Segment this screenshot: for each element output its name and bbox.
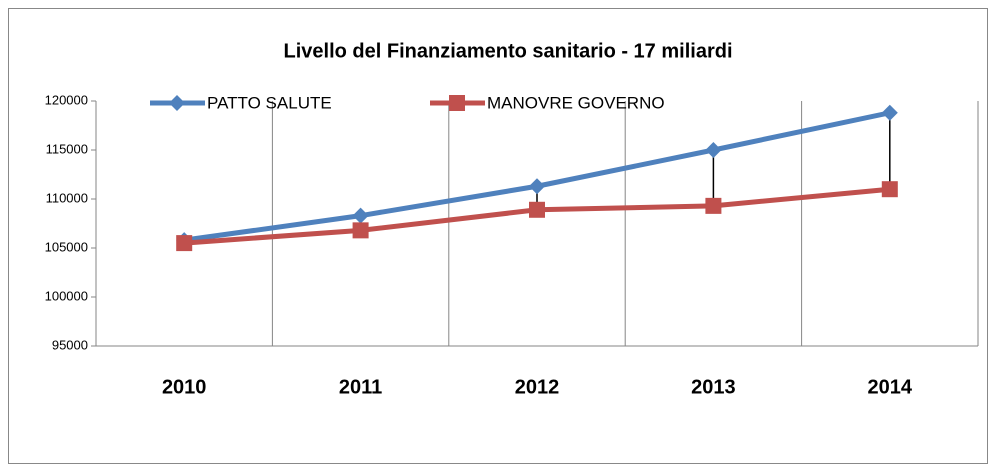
data-point bbox=[705, 142, 722, 158]
data-point bbox=[881, 181, 898, 198]
data-point bbox=[881, 104, 898, 121]
y-tick-label: 115000 bbox=[46, 141, 88, 156]
legend-marker bbox=[449, 95, 465, 111]
legend-label: PATTO SALUTE bbox=[207, 93, 332, 112]
y-tick-label: 120000 bbox=[45, 92, 88, 107]
x-tick-label: 2012 bbox=[515, 376, 560, 398]
data-point bbox=[352, 222, 369, 239]
x-tick-label: 2011 bbox=[339, 376, 382, 398]
data-point bbox=[529, 178, 545, 195]
y-tick-label: 95000 bbox=[52, 337, 88, 352]
data-point bbox=[352, 207, 369, 224]
y-tick-label: 110000 bbox=[46, 190, 88, 205]
legend-label: MANOVRE GOVERNO bbox=[487, 93, 665, 112]
data-point bbox=[176, 235, 193, 252]
y-tick-label: 105000 bbox=[45, 239, 88, 254]
y-tick-label: 100000 bbox=[45, 288, 88, 303]
x-tick-label: 2010 bbox=[162, 376, 207, 398]
legend-marker bbox=[169, 95, 185, 111]
x-tick-label: 2013 bbox=[691, 376, 736, 398]
data-point bbox=[529, 201, 545, 218]
data-point bbox=[705, 197, 722, 214]
x-tick-label: 2014 bbox=[868, 376, 913, 398]
chart-title: Livello del Finanziamento sanitario - 17… bbox=[284, 40, 733, 62]
chart-border bbox=[8, 8, 988, 464]
